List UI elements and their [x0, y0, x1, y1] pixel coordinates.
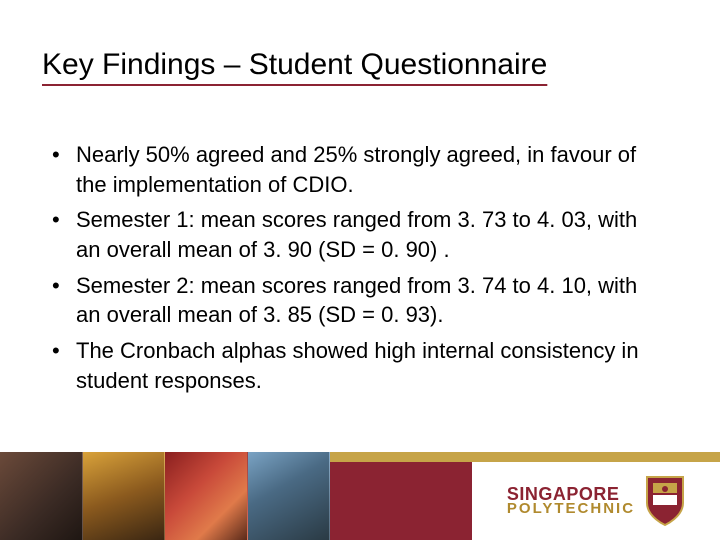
bullet-item: Semester 2: mean scores ranged from 3. 7…	[48, 271, 660, 330]
brand-text: SINGAPORE POLYTECHNIC	[507, 486, 635, 516]
bullet-list: Nearly 50% agreed and 25% strongly agree…	[48, 140, 660, 402]
bullet-item: Semester 1: mean scores ranged from 3. 7…	[48, 205, 660, 264]
brand-line2: POLYTECHNIC	[507, 502, 635, 516]
slide: Key Findings – Student Questionnaire Nea…	[0, 0, 720, 540]
footer-photo	[248, 452, 331, 540]
footer-photo	[0, 452, 83, 540]
photo-strip	[0, 452, 330, 540]
footer: SINGAPORE POLYTECHNIC	[0, 450, 720, 540]
bullet-item: Nearly 50% agreed and 25% strongly agree…	[48, 140, 660, 199]
slide-title: Key Findings – Student Questionnaire	[42, 48, 678, 82]
footer-photo	[83, 452, 166, 540]
brand-panel: SINGAPORE POLYTECHNIC	[472, 462, 720, 540]
bullet-item: The Cronbach alphas showed high internal…	[48, 336, 660, 395]
crest-icon	[645, 475, 685, 527]
footer-photo	[165, 452, 248, 540]
